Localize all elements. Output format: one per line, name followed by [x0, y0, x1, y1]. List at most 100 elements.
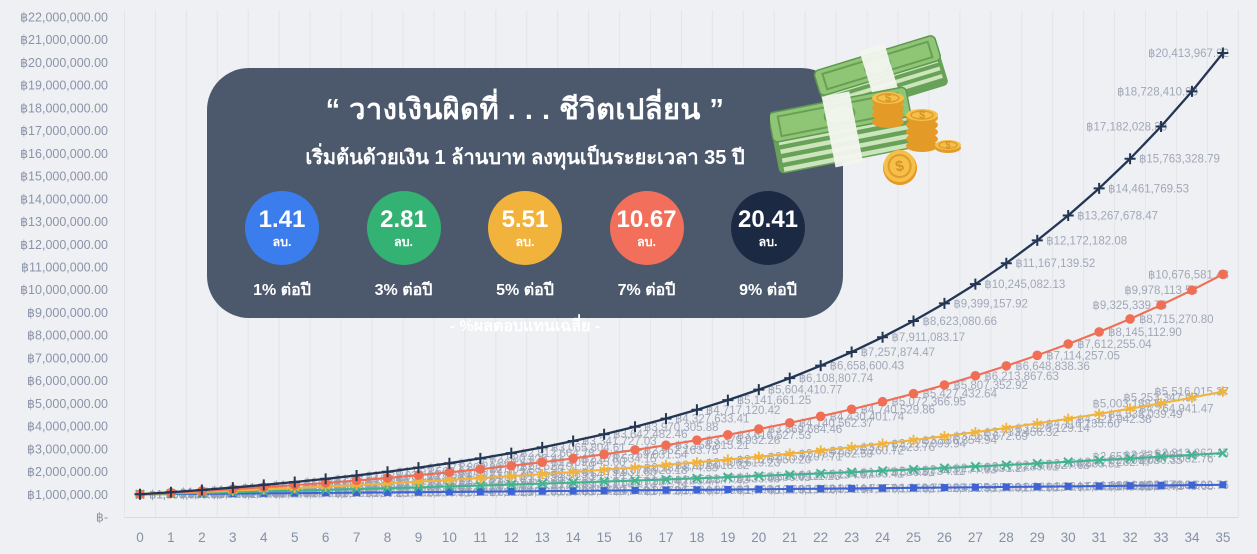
y-axis-tick: ฿11,000,000.00 — [21, 261, 108, 275]
data-point-label: ฿7,257,874.47 — [861, 347, 935, 359]
rate-badge-row: 1.41 ลบ. 1% ต่อปี 2.81 ลบ. 3% ต่อปี 5.51… — [223, 191, 827, 303]
svg-text:$: $ — [945, 140, 950, 150]
badge-rate-label: 9% ต่อปี — [739, 282, 797, 299]
data-point-label: ฿5,141,661.25 — [737, 395, 811, 407]
card-footnote: - %ผลตอบแทนเฉลี่ย - — [449, 318, 601, 335]
y-axis-tick: ฿20,000,000.00 — [20, 56, 108, 70]
y-axis-tick: ฿19,000,000.00 — [20, 79, 108, 93]
y-axis-tick: ฿6,000,000.00 — [27, 374, 108, 388]
money-illustration: $ $ $ $ — [770, 35, 961, 185]
data-point-label: ฿8,623,080.66 — [923, 316, 997, 328]
badge-rate-label: 7% ต่อปี — [617, 282, 676, 299]
data-point-label: ฿9,325,339.75 — [1093, 300, 1167, 312]
x-axis-tick: 25 — [906, 530, 921, 545]
data-point-label: ฿4,717,120.42 — [706, 405, 780, 417]
x-axis-tick: 22 — [813, 530, 828, 545]
coin-stack-icon: $ $ $ $ — [872, 92, 961, 185]
data-point-label: ฿4,327,633.41 — [675, 414, 749, 426]
rate-badge-5pct: 5.51 ลบ. 5% ต่อปี — [470, 191, 580, 303]
data-point-label: ฿10,676,581.48 — [1148, 269, 1229, 281]
svg-text:$: $ — [885, 93, 891, 105]
data-point-label: ฿11,167,139.52 — [1015, 258, 1095, 270]
x-axis-tick: 30 — [1061, 530, 1076, 545]
x-axis-tick: 28 — [999, 530, 1014, 545]
y-axis-tick: ฿10,000,000.00 — [20, 283, 108, 297]
data-point-label: ฿4,764,941.47 — [1139, 404, 1213, 416]
data-point-label: ฿5,604,410.77 — [768, 385, 842, 397]
rate-badge-1pct: 1.41 ลบ. 1% ต่อปี — [227, 191, 337, 303]
x-axis-tick: 27 — [968, 530, 983, 545]
y-axis-tick: ฿2,000,000.00 — [27, 465, 108, 479]
y-axis-tick: ฿3,000,000.00 — [27, 442, 108, 456]
badge-circle-7pct: 10.67 ลบ. — [609, 191, 684, 265]
data-point-label: ฿5,427,432.64 — [923, 389, 998, 401]
series-path — [139, 483, 1223, 496]
summary-card: “ วางเงินผิดที่ . . . ชีวิตเปลี่ยน ” เริ… — [207, 68, 843, 335]
x-axis-tick: 6 — [322, 530, 330, 545]
data-point-label: ฿10,245,082.13 — [984, 279, 1065, 291]
data-point-label: ฿7,911,083.17 — [892, 332, 966, 344]
x-axis-ticks: 0 1 2 3 4 5 6 7 8 9 10 11 12 13 14 15 16 17 18 19 20 21 22 23 24… — [136, 530, 1230, 545]
y-axis-tick: ฿7,000,000.00 — [27, 351, 108, 365]
data-point-label: ฿4,140,562.37 — [799, 418, 873, 430]
y-axis-tick: ฿15,000,000.00 — [20, 170, 108, 184]
badge-circle-1pct: 1.41 ลบ. — [245, 191, 319, 265]
x-axis-tick: 29 — [1030, 530, 1045, 545]
x-axis-tick: 34 — [1184, 530, 1200, 545]
x-axis-tick: 17 — [658, 530, 673, 545]
series-markers — [135, 269, 1228, 500]
series-path — [139, 390, 1224, 496]
x-axis-tick: 26 — [937, 530, 952, 545]
badge-circle-5pct: 5.51 ลบ. — [488, 191, 562, 265]
data-point-label: ฿13,267,678.47 — [1077, 210, 1158, 222]
x-axis-tick: 18 — [689, 530, 704, 545]
series-path — [139, 452, 1223, 496]
badge-circle-3pct: 2.81 ลบ. — [366, 191, 441, 265]
x-axis-tick: 15 — [597, 530, 612, 545]
y-axis-tick: ฿21,000,000.00 — [20, 33, 108, 47]
x-axis-tick: 1 — [167, 530, 175, 545]
data-point-label: ฿4,740,529.86 — [861, 404, 935, 416]
svg-text:$: $ — [919, 110, 925, 122]
data-point-label: ฿3,869,684.46 — [768, 424, 842, 436]
x-axis-tick: 2 — [198, 530, 206, 545]
badge-value: 2.81 — [380, 205, 427, 233]
x-axis-tick: 35 — [1215, 530, 1230, 545]
x-axis-tick: 20 — [751, 530, 766, 545]
data-point-label: ฿6,648,838.36 — [1015, 361, 1089, 373]
x-axis-tick: 4 — [260, 530, 268, 545]
data-point-label: ฿4,430,401.74 — [830, 411, 905, 423]
x-axis-tick: 13 — [535, 530, 550, 545]
y-axis-tick: ฿12,000,000.00 — [20, 238, 108, 252]
y-axis-tick: ฿14,000,000.00 — [20, 192, 108, 206]
x-axis-tick: 23 — [844, 530, 859, 545]
data-point-label: ฿5,072,366.95 — [892, 397, 966, 409]
data-point-label: ฿6,108,807.74 — [799, 373, 874, 385]
x-axis-tick: 0 — [136, 530, 144, 545]
x-axis-tick: 11 — [473, 530, 487, 545]
x-axis-tick: 19 — [720, 530, 735, 545]
y-axis-tick: ฿17,000,000.00 — [20, 124, 108, 138]
y-axis-tick: ฿13,000,000.00 — [20, 215, 108, 229]
data-point-label: ฿5,807,352.92 — [953, 380, 1027, 392]
data-point-label: ฿3,970,305.88 — [644, 422, 718, 434]
data-point-label: ฿9,978,113.54 — [1124, 285, 1198, 297]
y-axis-tick: ฿8,000,000.00 — [27, 329, 108, 343]
x-axis-tick: 5 — [291, 530, 299, 545]
badge-unit: ลบ. — [393, 234, 414, 249]
data-point-label: ฿12,172,182.08 — [1046, 235, 1127, 247]
data-point-label: ฿8,145,112.90 — [1108, 327, 1182, 339]
x-axis-tick: 24 — [875, 530, 891, 545]
badge-rate-label: 1% ต่อปี — [253, 282, 311, 299]
card-subtitle: เริ่มต้นด้วยเงิน 1 ล้านบาท ลงทุนเป็นระยะ… — [305, 147, 745, 169]
badge-rate-label: 3% ต่อปี — [374, 282, 433, 299]
data-point-label: ฿6,658,600.43 — [830, 361, 904, 373]
badge-unit: ลบ. — [515, 234, 535, 249]
y-axis-tick: ฿4,000,000.00 — [27, 420, 108, 434]
rate-badge-3pct: 2.81 ลบ. 3% ต่อปี — [349, 191, 459, 303]
x-axis-tick: 16 — [628, 530, 643, 545]
x-axis-tick: 14 — [566, 530, 582, 545]
badge-value: 10.67 — [616, 205, 677, 233]
series-line-9pct — [134, 47, 1229, 500]
